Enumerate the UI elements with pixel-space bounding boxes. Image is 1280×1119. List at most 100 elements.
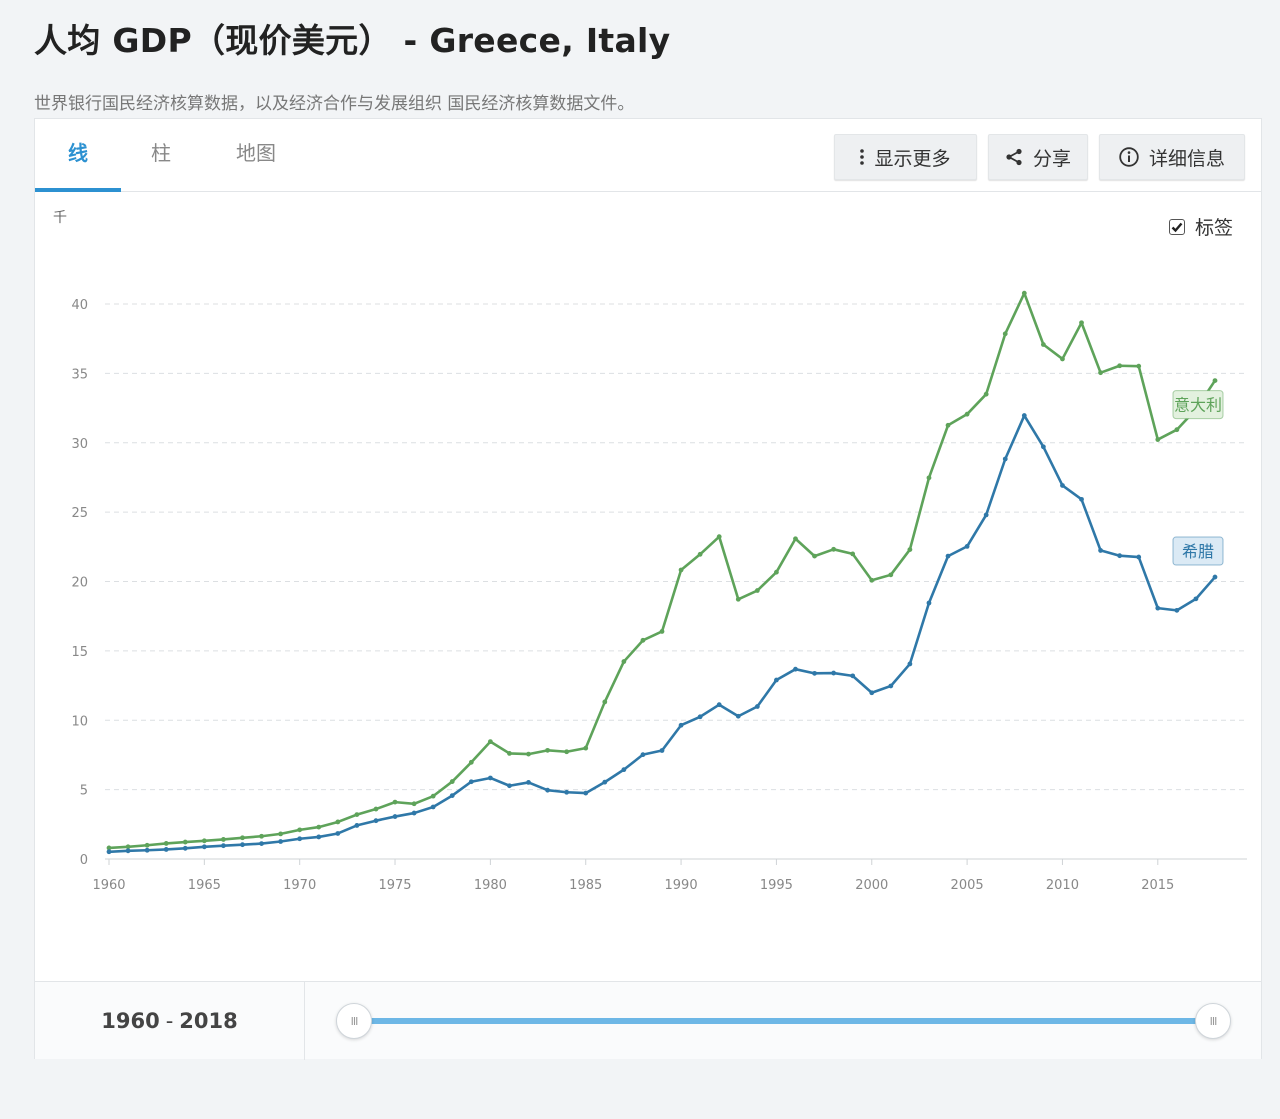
more-vertical-icon — [860, 149, 865, 165]
data-point — [659, 748, 665, 753]
data-point — [468, 759, 474, 765]
data-point — [449, 793, 455, 798]
data-point — [812, 553, 817, 559]
tab-line[interactable]: 线 — [35, 119, 121, 192]
y-tick-label: 35 — [71, 367, 88, 382]
data-point — [793, 666, 798, 672]
data-point — [392, 799, 398, 805]
data-point — [583, 790, 589, 796]
data-point — [983, 391, 989, 397]
share-icon — [1006, 148, 1022, 166]
data-point — [487, 739, 493, 745]
x-tick-label: 2015 — [1141, 878, 1174, 893]
checkmark-icon — [1171, 222, 1183, 232]
data-point — [1021, 413, 1027, 418]
data-point — [182, 839, 188, 845]
data-point — [430, 793, 436, 799]
y-tick-label: 10 — [71, 714, 88, 729]
data-point — [564, 749, 570, 755]
data-point — [507, 751, 512, 756]
x-tick-label: 1960 — [92, 878, 125, 893]
data-point — [1021, 290, 1027, 296]
series-line-0 — [108, 291, 1217, 850]
data-point — [163, 841, 169, 846]
data-point — [754, 588, 760, 593]
tab-bar[interactable]: 柱 — [151, 141, 171, 165]
range-slider-left-handle[interactable]: III — [336, 1003, 372, 1039]
y-tick-label: 15 — [71, 645, 88, 660]
data-point — [354, 812, 360, 817]
data-point — [907, 661, 913, 667]
data-point — [678, 722, 684, 728]
info-icon — [1119, 147, 1139, 167]
x-tick-label: 1990 — [665, 878, 698, 893]
range-separator: - — [165, 1009, 174, 1033]
x-tick-label: 1980 — [474, 878, 507, 893]
data-point — [812, 670, 817, 676]
tab-map[interactable]: 地图 — [236, 141, 276, 165]
data-point — [831, 546, 837, 552]
data-point — [602, 779, 608, 785]
data-point — [392, 814, 398, 819]
data-point — [640, 637, 646, 643]
data-point — [278, 831, 284, 837]
data-point — [240, 835, 245, 841]
data-point — [1098, 370, 1103, 376]
data-point — [1136, 363, 1142, 369]
data-point — [1174, 427, 1180, 433]
data-point — [526, 780, 531, 785]
data-point — [106, 845, 112, 851]
y-tick-label: 30 — [71, 437, 88, 452]
labels-toggle-label: 标签 — [1195, 217, 1234, 239]
data-point — [697, 714, 703, 720]
range-start: 1960 — [101, 1009, 160, 1033]
data-point — [1212, 378, 1218, 383]
data-point — [1079, 320, 1084, 326]
data-point — [678, 567, 684, 573]
x-tick-label: 2000 — [855, 878, 888, 893]
data-point — [1060, 356, 1065, 362]
data-point — [373, 818, 379, 824]
data-point — [507, 783, 512, 789]
details-label: 详细信息 — [1148, 147, 1225, 170]
data-point — [621, 659, 627, 664]
data-point — [449, 779, 455, 784]
data-point — [278, 839, 284, 844]
data-point — [793, 536, 798, 542]
data-point — [526, 751, 531, 757]
data-point — [335, 819, 341, 825]
data-point — [259, 833, 264, 839]
data-point — [754, 704, 760, 709]
labels-toggle[interactable]: 标签 — [1169, 213, 1233, 240]
line-chart: 千 0 5 10 15 20 25 30 35 40 1960 1965 1970 1975 1980 198… — [53, 210, 1247, 893]
show-more-button[interactable]: 显示更多 — [834, 134, 977, 180]
share-label: 分享 — [1032, 147, 1071, 170]
data-point — [774, 569, 779, 575]
data-point — [926, 600, 932, 606]
show-more-label: 显示更多 — [874, 147, 951, 170]
data-point — [144, 847, 150, 853]
data-point — [602, 699, 608, 705]
data-point — [831, 670, 837, 676]
data-point — [774, 677, 779, 683]
data-point — [182, 845, 188, 851]
share-button[interactable]: 分享 — [988, 134, 1088, 180]
x-tick-label: 1970 — [283, 878, 316, 893]
y-axis-unit-label: 千 — [53, 210, 67, 226]
data-point — [716, 534, 722, 540]
data-point — [1212, 574, 1218, 580]
data-point — [964, 543, 970, 549]
data-point — [735, 596, 741, 602]
data-point — [640, 752, 646, 758]
range-slider-right-handle[interactable]: III — [1195, 1003, 1231, 1039]
data-point — [144, 842, 150, 848]
data-point — [316, 834, 322, 840]
series-label-box — [1172, 390, 1224, 420]
series-label: 意大利 — [1174, 396, 1222, 415]
data-point — [964, 411, 970, 417]
data-point — [259, 841, 264, 846]
labels-checkbox[interactable] — [1169, 218, 1185, 235]
y-tick-label: 0 — [80, 853, 88, 868]
range-slider-track[interactable] — [355, 1018, 1215, 1024]
details-button[interactable]: 详细信息 — [1099, 134, 1245, 180]
